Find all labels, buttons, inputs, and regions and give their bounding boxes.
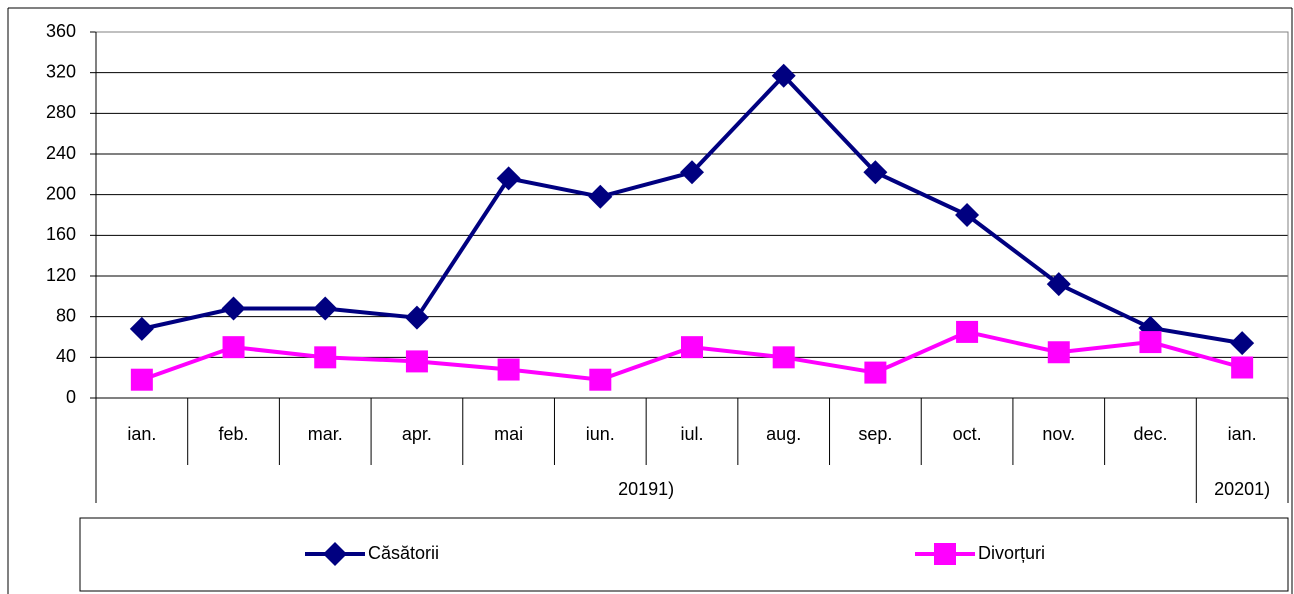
point <box>314 346 337 369</box>
point <box>129 316 154 341</box>
y-tick-label: 120 <box>46 265 76 285</box>
y-tick-label: 240 <box>46 143 76 163</box>
x-tick-label: dec. <box>1133 424 1167 444</box>
point <box>221 296 246 321</box>
y-tick-label: 80 <box>56 305 76 325</box>
point <box>1046 272 1071 297</box>
point <box>863 160 888 185</box>
point <box>588 184 613 209</box>
x-tick-label: sep. <box>858 424 892 444</box>
group-label: 20191) <box>618 479 674 499</box>
point <box>681 336 703 359</box>
x-tick-label: feb. <box>219 424 249 444</box>
point <box>1139 331 1162 354</box>
y-tick-label: 320 <box>46 61 76 81</box>
point <box>1230 331 1255 356</box>
y-tick-label: 360 <box>46 21 76 41</box>
point <box>1231 356 1254 379</box>
y-tick-label: 280 <box>46 102 76 122</box>
point <box>771 63 796 88</box>
point <box>496 166 521 191</box>
x-tick-label: oct. <box>953 424 982 444</box>
point <box>404 305 429 330</box>
point <box>680 160 704 185</box>
point <box>1047 341 1070 364</box>
x-tick-label: iul. <box>680 424 703 444</box>
point <box>497 358 520 381</box>
x-tick-label: mar. <box>308 424 343 444</box>
y-tick-label: 40 <box>56 346 76 366</box>
legend <box>79 517 1289 592</box>
point <box>405 350 428 373</box>
y-tick-label: 0 <box>66 387 76 407</box>
x-tick-label: mai <box>494 424 523 444</box>
legend-label: Divorțuri <box>978 543 1045 563</box>
point <box>589 368 612 391</box>
x-tick-label: aug. <box>766 424 801 444</box>
legend-label: Căsătorii <box>368 543 439 563</box>
group-label: 20201) <box>1214 479 1270 499</box>
point <box>864 361 887 384</box>
point <box>222 336 245 359</box>
series-line <box>141 72 1243 346</box>
y-tick-label: 160 <box>46 224 76 244</box>
x-tick-label: ian. <box>127 424 156 444</box>
point <box>772 346 795 369</box>
x-tick-label: nov. <box>1042 424 1075 444</box>
point <box>323 542 347 566</box>
x-tick-label: ian. <box>1228 424 1257 444</box>
x-tick-label: iun. <box>586 424 615 444</box>
point <box>130 368 153 391</box>
point <box>934 543 956 565</box>
x-tick-label: apr. <box>402 424 432 444</box>
point <box>955 203 980 227</box>
point <box>956 320 979 343</box>
point <box>313 296 338 321</box>
y-tick-label: 200 <box>46 183 76 203</box>
